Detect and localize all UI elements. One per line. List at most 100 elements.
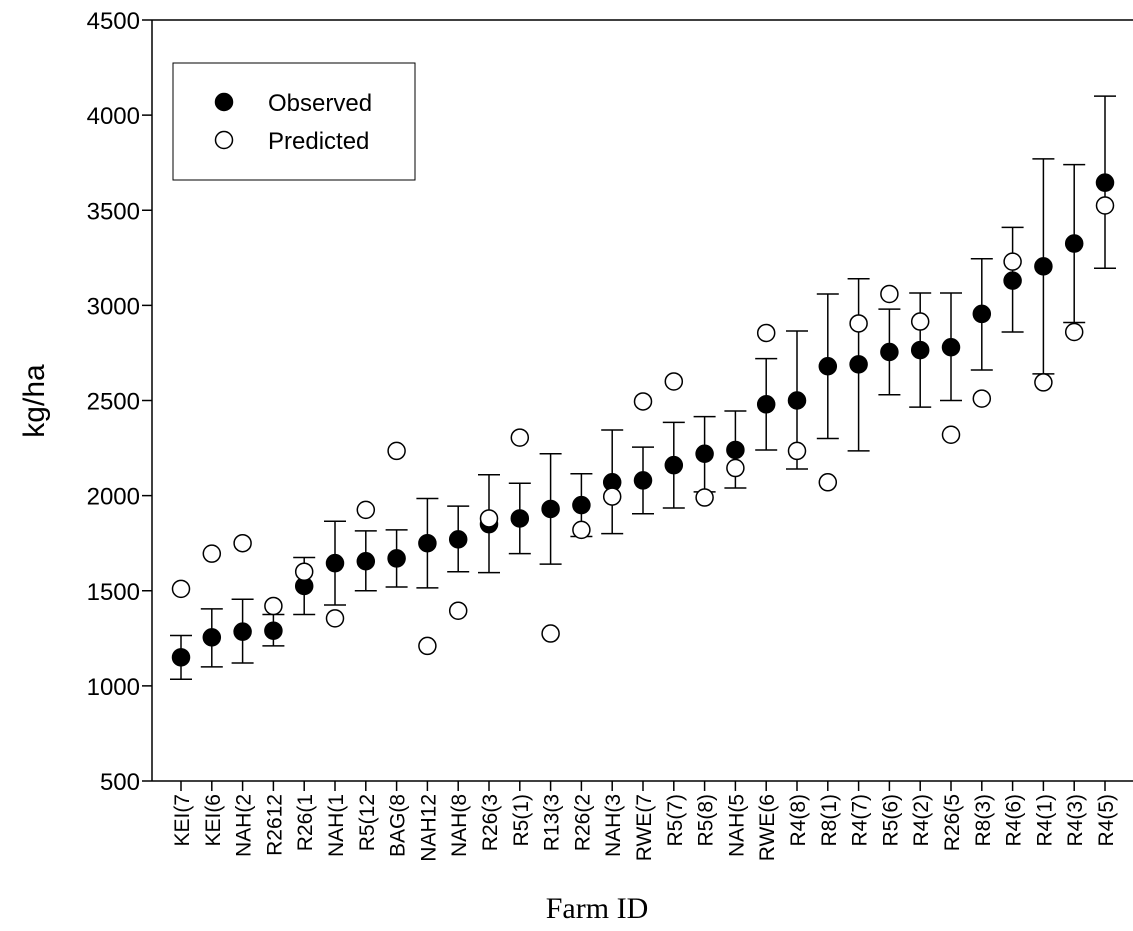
observed-point (941, 337, 961, 357)
predicted-point (356, 500, 376, 520)
predicted-point (387, 441, 406, 461)
observed-point (1095, 173, 1115, 192)
x-tick-label: R5(6) (879, 794, 902, 847)
predicted-point (633, 392, 653, 411)
observed-point (448, 530, 468, 549)
observed-point (418, 533, 437, 553)
predicted-point (880, 284, 899, 304)
x-tick-label: NAH(5 (725, 794, 748, 857)
x-tick-label: R13(3 (541, 794, 564, 851)
observed-point (356, 552, 376, 571)
observed-point (1064, 234, 1084, 253)
predicted-point (325, 609, 345, 628)
observed-point (510, 509, 530, 528)
predicted-point (418, 636, 437, 656)
y-tick-label: 2500 (87, 389, 140, 416)
legend-predicted-marker (214, 130, 234, 150)
legend-predicted-label: Predicted (268, 128, 369, 155)
predicted-point (818, 473, 838, 492)
x-tick-label: NAH(3 (602, 794, 625, 857)
x-tick-label: NAH12 (417, 794, 440, 862)
legend: Observed Predicted (172, 62, 416, 181)
predicted-point (233, 533, 252, 553)
y-ticks: 500 1000 1500 2000 2500 3000 3500 4000 4500 (87, 8, 152, 796)
predicted-point (264, 596, 283, 616)
observed-point (633, 471, 653, 490)
x-tick-label: R4(3) (1064, 794, 1087, 847)
observed-point (572, 495, 591, 515)
observed-point (233, 622, 252, 641)
predicted-point (510, 428, 530, 447)
predicted-point (294, 562, 314, 581)
observed-point (787, 391, 807, 410)
x-tick-label: R26(5 (941, 794, 964, 851)
observed-point (387, 549, 406, 568)
x-tick-label: R8(1) (818, 794, 841, 847)
x-tick-label: NAH(8 (448, 794, 471, 857)
y-tick-label: 2000 (87, 484, 140, 511)
y-tick-label: 3500 (87, 198, 140, 225)
predicted-point (695, 488, 714, 507)
x-tick-label: NAH(1 (325, 794, 348, 857)
predicted-point (1095, 196, 1115, 215)
observed-point (695, 444, 714, 464)
observed-point (325, 553, 345, 573)
observed-point (541, 499, 560, 519)
predicted-point (849, 314, 868, 333)
predicted-point (941, 425, 961, 444)
x-tick-label: R26(1 (294, 794, 317, 851)
x-tick-label: R4(5) (1095, 794, 1118, 847)
y-tick-label: 3000 (87, 293, 140, 320)
x-tick-label: R8(3) (972, 794, 995, 847)
predicted-point (1064, 322, 1084, 342)
x-tick-label: R4(6) (1003, 794, 1026, 847)
predicted-point (787, 441, 807, 461)
predicted-point (1003, 252, 1022, 271)
observed-point (171, 648, 191, 667)
predicted-point (664, 372, 684, 391)
predicted-point (726, 458, 745, 478)
observed-point (818, 357, 838, 376)
x-tick-label: R2612 (263, 794, 286, 856)
predicted-point (541, 624, 560, 643)
observed-point (664, 455, 684, 475)
predicted-point (910, 312, 930, 331)
predicted-point (171, 579, 191, 599)
observed-point (1003, 271, 1022, 290)
y-tick-label: 1500 (87, 579, 140, 606)
x-tick-label: R5(1) (510, 794, 533, 847)
x-tick-label: R26(3 (479, 794, 502, 851)
x-tick-label: R26(2 (571, 794, 594, 851)
predicted-point (202, 544, 222, 563)
y-tick-label: 4500 (87, 8, 140, 35)
legend-observed-marker (214, 92, 234, 112)
predicted-point (972, 389, 992, 408)
observed-point (910, 340, 930, 360)
legend-observed-label: Observed (268, 90, 372, 117)
x-tick-label: NAH(2 (233, 794, 256, 857)
observed-point (202, 628, 222, 647)
observed-series (171, 173, 1115, 667)
x-tick-label: R4(1) (1033, 794, 1056, 847)
x-tick-label: R4(8) (787, 794, 810, 847)
y-tick-label: 500 (100, 769, 140, 796)
x-tick-label: R5(8) (695, 794, 718, 847)
observed-point (264, 621, 283, 640)
x-tick-label: BAG(8 (387, 794, 410, 857)
x-ticks: KEI(7 KEI(6 NAH(2 R2612 R26(1 NAH(1 R5(12 BAG(8… (171, 781, 1118, 862)
y-tick-label: 1000 (87, 674, 140, 701)
x-tick-label: R4(7) (849, 794, 872, 847)
predicted-point (1034, 373, 1053, 392)
error-bars (170, 95, 1116, 680)
predicted-point (448, 601, 468, 620)
observed-point (849, 355, 868, 374)
observed-point (756, 395, 776, 414)
x-tick-label: KEI(6 (202, 794, 225, 847)
y-axis-label: kg/ha (18, 364, 51, 438)
observed-point (880, 342, 899, 362)
legend-box (172, 62, 416, 181)
x-axis-label: Farm ID (546, 892, 648, 925)
x-tick-label: RWE(6 (756, 794, 779, 861)
x-tick-label: RWE(7 (633, 794, 656, 861)
